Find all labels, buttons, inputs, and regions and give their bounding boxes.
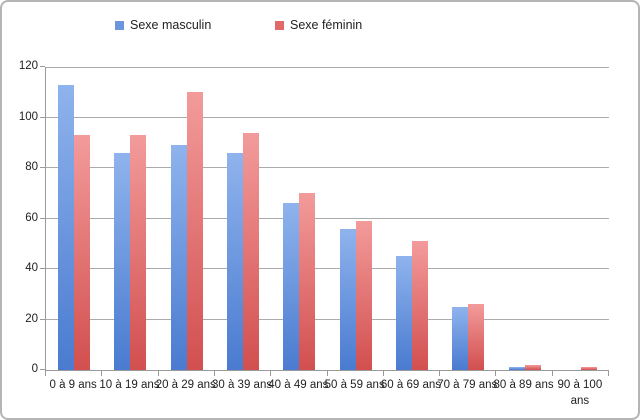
legend-marker-feminin-icon	[275, 20, 284, 30]
y-axis-tick-100	[40, 116, 45, 118]
x-axis-tick-10	[608, 371, 609, 376]
x-axis-tick-5	[326, 371, 328, 376]
bar-feminin-8	[524, 364, 541, 370]
legend-label-masculin: Sexe masculin	[130, 18, 212, 32]
x-axis-label-5: 50 à 59 ans	[324, 379, 385, 391]
gridline-y-20	[46, 318, 609, 320]
bar-masculin-2	[170, 145, 187, 370]
y-axis-label-0: 0	[31, 363, 38, 375]
bar-feminin-3	[243, 132, 260, 370]
bar-masculin-4	[283, 203, 300, 370]
bar-masculin-3	[227, 152, 244, 370]
x-axis-label-0: 0 à 9 ans	[49, 379, 97, 391]
y-axis-label-100: 100	[18, 110, 38, 123]
y-axis-label-20: 20	[25, 312, 38, 325]
x-axis-tick-3	[213, 371, 215, 376]
y-axis-tick-20	[40, 318, 45, 320]
bar-feminin-0	[74, 135, 91, 370]
y-axis-label-80: 80	[25, 161, 38, 173]
bar-masculin-1	[114, 152, 131, 370]
x-axis-tick-7	[439, 371, 441, 376]
x-axis-label-9: 90 à 100 ans	[557, 379, 603, 407]
bar-feminin-4	[299, 193, 316, 370]
x-axis-tick-2	[157, 371, 159, 376]
y-axis-tick-60	[40, 217, 45, 219]
bar-feminin-9	[580, 367, 597, 370]
x-axis-tick-4	[270, 371, 272, 376]
bar-masculin-6	[395, 256, 412, 370]
x-axis-tick-9	[551, 371, 553, 376]
legend-item-sexe-masculin: Sexe masculin	[115, 16, 211, 34]
bar-masculin-5	[339, 228, 356, 370]
gridline-y-40	[46, 268, 609, 269]
x-axis-tick-8	[495, 371, 497, 376]
y-axis-label-120: 120	[18, 60, 38, 72]
x-axis-label-7: 70 à 79 ans	[437, 379, 498, 391]
x-axis-label-4: 40 à 49 ans	[268, 379, 329, 391]
y-axis-tick-80	[40, 167, 45, 168]
x-axis-label-2: 20 à 29 ans	[155, 379, 216, 391]
gridline-y-80	[46, 167, 609, 168]
bar-masculin-0	[58, 84, 75, 370]
gridline-y-60	[46, 217, 609, 219]
y-axis-tick-120	[40, 66, 45, 67]
bar-feminin-5	[355, 221, 372, 370]
x-axis-tick-0	[45, 371, 46, 376]
x-axis-tick-6	[382, 371, 384, 376]
y-axis-tick-40	[40, 268, 45, 269]
plot-area	[45, 67, 609, 371]
y-axis-label-60: 60	[25, 211, 38, 224]
x-axis-tick-1	[101, 371, 103, 376]
x-axis-label-6: 60 à 69 ans	[380, 379, 441, 391]
bar-masculin-7	[452, 306, 469, 370]
y-axis-tick-0	[40, 369, 45, 370]
bar-masculin-8	[508, 367, 525, 370]
bar-feminin-6	[411, 241, 428, 370]
bar-feminin-7	[468, 304, 485, 370]
chart-legend: Sexe masculin Sexe féminin	[2, 16, 638, 36]
gridline-y-100	[46, 116, 609, 118]
legend-marker-masculin-icon	[115, 20, 124, 30]
bar-feminin-2	[186, 92, 203, 370]
legend-item-sexe-feminin: Sexe féminin	[275, 16, 362, 34]
y-axis-label-40: 40	[25, 262, 38, 274]
x-axis-label-1: 10 à 19 ans	[99, 379, 160, 391]
legend-label-feminin: Sexe féminin	[290, 18, 363, 32]
bar-feminin-1	[130, 135, 147, 370]
x-axis-label-3: 30 à 39 ans	[211, 379, 273, 391]
gridline-y-120	[46, 67, 609, 68]
x-axis-label-8: 80 à 89 ans	[493, 379, 554, 391]
